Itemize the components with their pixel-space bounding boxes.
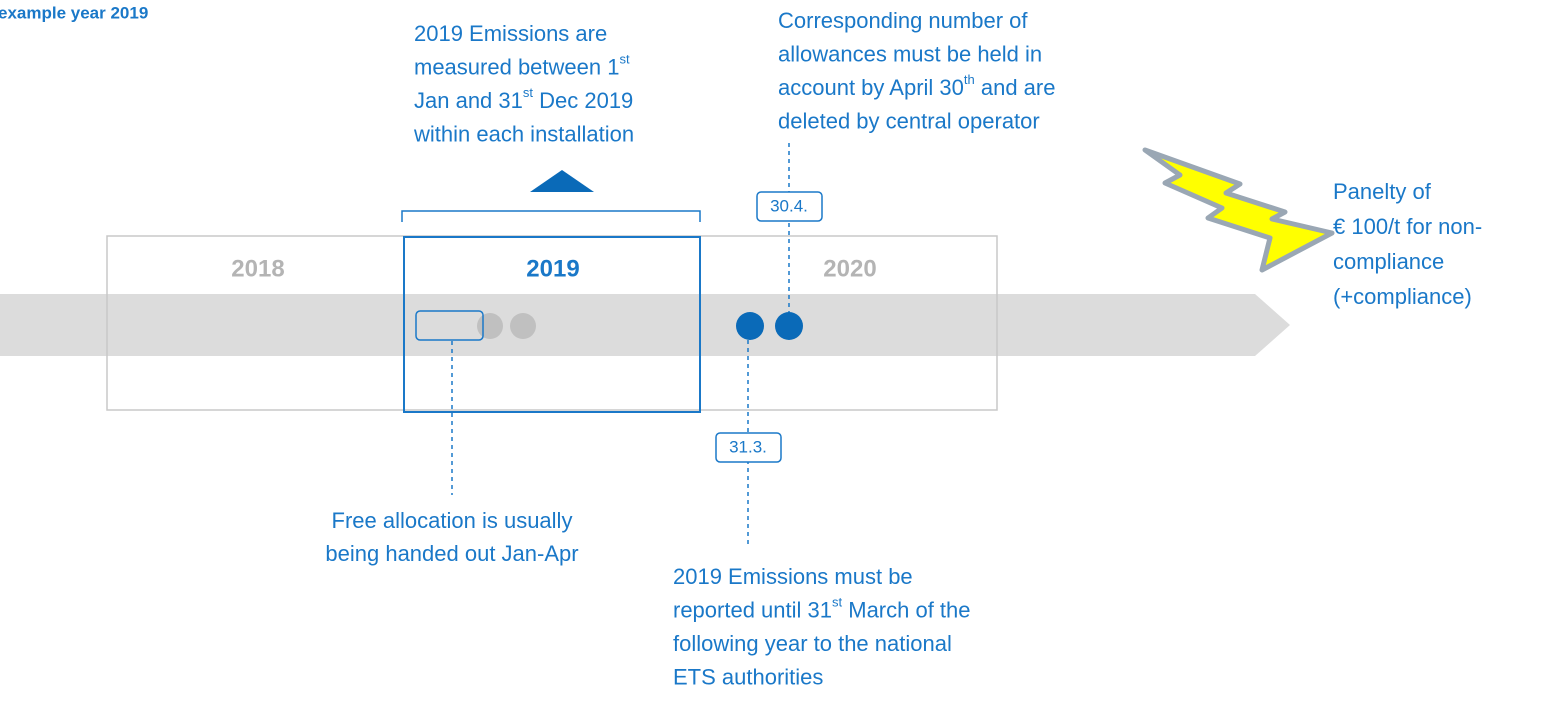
note-text: and are [975, 75, 1056, 100]
note-text: 2019 Emissions must be [673, 564, 913, 589]
year-2019-box [403, 236, 701, 413]
dot [477, 313, 503, 339]
note-line: (+compliance) [1333, 284, 1472, 309]
note-text: 2019 Emissions are [414, 21, 607, 46]
note-line: deleted by central operator [778, 108, 1040, 133]
superscript: st [523, 85, 534, 100]
note-line: being handed out Jan-Apr [325, 541, 578, 566]
note-text: Free allocation is usually [332, 508, 573, 533]
allocation-box [415, 310, 484, 341]
note-text: March of the [842, 597, 970, 622]
date-box [715, 432, 782, 463]
note-line: Panelty of [1333, 179, 1432, 204]
dot [736, 312, 764, 340]
bracket [401, 210, 701, 222]
note-text: (+compliance) [1333, 284, 1472, 309]
note-line: Corresponding number of [778, 8, 1028, 33]
date-label: 30.4. [770, 196, 808, 215]
superscript: st [832, 595, 843, 610]
date-label: 31.3. [729, 437, 767, 456]
note-text: Dec 2019 [533, 88, 633, 113]
note-line: allowances must be held in [778, 41, 1042, 66]
note-line: Free allocation is usually [332, 508, 573, 533]
note-text: measured between 1 [414, 54, 619, 79]
note-line: 2019 Emissions must be [673, 564, 913, 589]
note-line: reported until 31st March of the [673, 595, 971, 622]
triangle [530, 170, 594, 192]
note-text: allowances must be held in [778, 41, 1042, 66]
note-text: Panelty of [1333, 179, 1432, 204]
superscript: st [619, 52, 630, 67]
timeline-arrow [0, 294, 1290, 356]
note-text: following year to the national [673, 631, 952, 656]
year-label: 2020 [823, 255, 876, 282]
dot [510, 313, 536, 339]
title: example year 2019 [0, 3, 148, 22]
note-line: following year to the national [673, 631, 952, 656]
note-text: Corresponding number of [778, 8, 1028, 33]
note-text: compliance [1333, 249, 1444, 274]
note-line: measured between 1st [414, 52, 630, 79]
note-line: account by April 30th and are [778, 72, 1055, 99]
note-text: Jan and 31 [414, 88, 523, 113]
note-line: 2019 Emissions are [414, 21, 607, 46]
note-line: Jan and 31st Dec 2019 [414, 85, 633, 112]
year-label: 2018 [231, 255, 284, 282]
lightning-icon [1142, 147, 1335, 273]
note-text: € 100/t for non- [1333, 214, 1482, 239]
year-label: 2019 [526, 255, 579, 282]
superscript: th [964, 72, 975, 87]
note-line: € 100/t for non- [1333, 214, 1482, 239]
note-line: within each installation [413, 121, 634, 146]
note-line: compliance [1333, 249, 1444, 274]
note-text: account by April 30 [778, 75, 964, 100]
note-text: being handed out Jan-Apr [325, 541, 578, 566]
note-text: deleted by central operator [778, 108, 1040, 133]
note-line: ETS authorities [673, 664, 823, 689]
note-text: reported until 31 [673, 597, 832, 622]
dot [775, 312, 803, 340]
note-text: within each installation [413, 121, 634, 146]
date-box [756, 191, 823, 222]
note-text: ETS authorities [673, 664, 823, 689]
